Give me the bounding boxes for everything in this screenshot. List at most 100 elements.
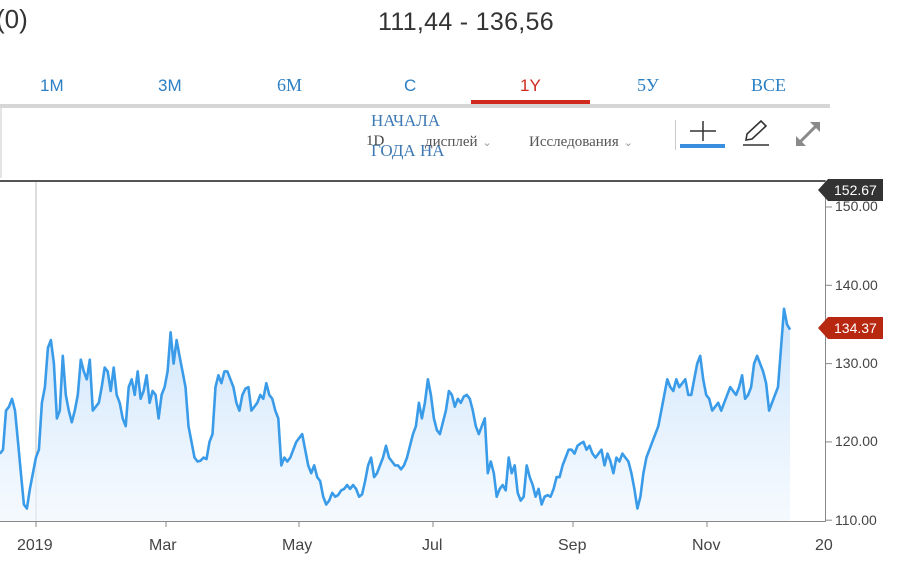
data-point-183 [547,494,549,496]
data-point-151 [451,394,453,396]
data-point-222 [663,394,665,396]
tab-6m[interactable]: 6М [277,75,303,95]
data-point-57 [170,331,172,333]
x-tick-mar: Mar [149,537,177,554]
data-point-109 [325,503,327,506]
data-point-39 [116,394,118,396]
data-point-263 [786,323,788,325]
period-tabs: 1M 3M 6М С 1Y 5У ВСЕ [0,70,830,108]
data-point-118 [352,484,354,486]
data-point-201 [600,449,603,451]
data-point-70 [208,441,211,443]
data-point-117 [349,488,351,490]
data-point-256 [765,382,767,384]
data-point-89 [265,382,267,384]
data-point-153 [457,398,459,400]
data-point-125 [373,476,375,478]
data-point-32 [95,406,97,408]
data-point-226 [675,378,677,380]
data-point-232 [693,378,695,380]
data-point-147 [439,433,441,435]
data-point-12 [35,457,37,459]
data-point-142 [424,402,426,404]
data-point-243 [726,394,728,396]
expand-icon[interactable] [792,118,824,150]
data-point-241 [720,410,722,412]
data-point-233 [696,363,698,365]
data-point-244 [729,386,731,388]
data-point-113 [337,494,339,496]
data-point-253 [756,355,758,357]
data-point-131 [391,460,393,463]
data-point-198 [591,453,594,455]
data-point-182 [544,496,546,498]
display-label: дисплей [425,134,478,150]
data-point-36 [107,370,109,372]
data-point-67 [199,460,202,462]
data-point-133 [397,464,399,466]
tab-1y[interactable]: 1Y [520,76,541,95]
data-point-11 [32,472,34,474]
data-point-93 [277,417,279,419]
display-dropdown[interactable]: дисплей ⌄ [425,134,492,151]
data-point-55 [164,386,166,388]
data-point-45 [134,394,136,396]
data-point-165 [493,472,495,474]
data-point-2 [5,410,7,412]
data-point-72 [214,386,217,388]
data-point-251 [750,386,752,388]
data-point-81 [241,394,243,396]
data-point-9 [26,507,28,510]
data-point-99 [295,441,297,443]
data-point-161 [481,425,483,427]
data-point-23 [68,410,70,412]
data-point-86 [256,402,258,404]
data-point-3 [8,406,10,408]
tab-all[interactable]: ВСЕ [751,75,787,95]
start-of-year-link[interactable]: НАЧАЛА ГОДА НА [371,106,461,166]
data-point-71 [211,433,214,435]
data-point-121 [361,493,363,495]
pencil-icon[interactable] [741,118,771,150]
x-tick-2019: 2019 [17,537,53,554]
data-point-100 [298,437,300,439]
interval-label[interactable]: 1D [366,133,385,149]
data-point-145 [433,417,435,419]
data-point-69 [205,458,208,460]
y-tick-140: 140.00 [835,277,878,293]
data-point-252 [753,363,755,365]
max-price-badge: 152.67 [818,179,883,201]
data-point-239 [714,406,716,408]
data-point-181 [541,503,543,506]
data-point-247 [738,386,740,388]
data-point-168 [502,484,504,486]
crosshair-icon[interactable] [680,118,726,150]
data-point-96 [286,460,288,463]
data-point-260 [777,386,779,388]
data-point-35 [104,366,106,369]
data-point-6 [17,441,19,443]
data-point-46 [137,370,139,372]
x-tick-may: May [282,537,313,554]
tab-1m[interactable]: 1M [40,76,64,95]
data-point-116 [346,484,348,486]
data-point-48 [143,390,145,392]
studies-dropdown[interactable]: Исследования ⌄ [529,134,633,151]
data-point-21 [62,355,64,357]
data-point-16 [47,347,49,349]
data-point-4 [11,398,13,400]
tab-5y[interactable]: 5У [637,75,659,95]
data-point-219 [654,433,656,435]
data-point-194 [579,442,582,445]
tab-since[interactable]: С [404,76,417,95]
data-point-110 [328,500,330,502]
data-point-74 [220,382,222,384]
data-point-47 [140,398,142,400]
current-price-badge: 134.37 [818,317,883,339]
tab-3m[interactable]: 3M [158,76,182,95]
data-point-51 [152,390,154,392]
data-point-10 [29,488,31,490]
data-point-149 [445,410,447,412]
data-point-1 [2,449,4,451]
